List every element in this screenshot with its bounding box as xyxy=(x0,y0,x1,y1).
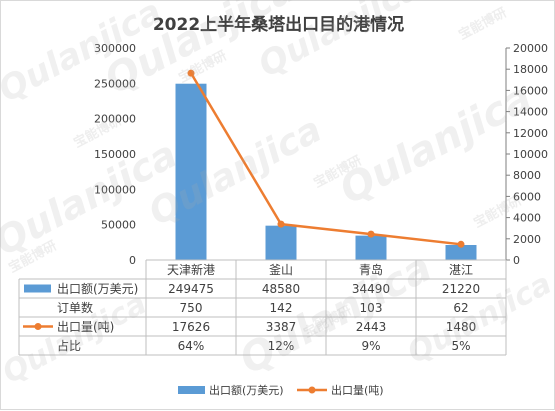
y-left-tick-label: 250000 xyxy=(94,77,136,90)
y-right-tick-label: 16000 xyxy=(513,84,548,97)
bar-export-value xyxy=(175,83,207,260)
category-label: 釜山 xyxy=(269,262,293,277)
y-left-tick-label: 200000 xyxy=(94,113,136,126)
table-row-label: 出口额(万美元) xyxy=(57,282,138,296)
y-left-tick-label: 0 xyxy=(129,254,136,267)
bar-export-value xyxy=(265,225,297,260)
y-right-tick-label: 12000 xyxy=(513,127,548,140)
line-point-export-volume xyxy=(457,240,465,248)
y-right-tick-label: 4000 xyxy=(513,212,541,225)
table-cell: 103 xyxy=(360,301,383,315)
table-row-label: 占比 xyxy=(57,338,81,353)
table-legend-line-dot xyxy=(34,323,42,330)
legend-label-export-volume: 出口量(吨) xyxy=(331,383,384,397)
category-label: 湛江 xyxy=(449,263,473,277)
y-right-tick-label: 20000 xyxy=(513,42,548,55)
y-right-tick-label: 2000 xyxy=(513,233,541,246)
table-row-label: 出口量(吨) xyxy=(57,320,114,334)
table-cell: 9% xyxy=(361,339,380,353)
y-right-tick-label: 14000 xyxy=(513,106,548,119)
table-cell: 1480 xyxy=(446,320,477,334)
y-left-tick-label: 150000 xyxy=(94,148,136,161)
legend-label-export-value: 出口额(万美元) xyxy=(209,383,284,397)
chart-title: 2022上半年桑塔出口目的港情况 xyxy=(152,15,405,35)
table-cell: 249475 xyxy=(168,282,214,296)
category-label: 青岛 xyxy=(359,262,383,277)
table-cell: 5% xyxy=(451,339,470,353)
y-left-tick-label: 300000 xyxy=(94,42,136,55)
category-label: 天津新港 xyxy=(167,262,215,277)
y-right-tick-label: 6000 xyxy=(513,190,541,203)
table-cell: 750 xyxy=(180,301,203,315)
bar-export-value xyxy=(445,245,477,260)
table-cell: 62 xyxy=(453,301,468,315)
table-cell: 142 xyxy=(270,301,293,315)
y-right-tick-label: 10000 xyxy=(513,148,548,161)
table-cell: 21220 xyxy=(442,282,480,296)
line-point-export-volume xyxy=(277,220,285,228)
line-export-volume xyxy=(189,72,462,246)
y-left-tick-label: 50000 xyxy=(101,219,136,232)
table-cell: 17626 xyxy=(172,320,210,334)
table-cell: 3387 xyxy=(266,320,297,334)
line-point-export-volume xyxy=(367,230,375,238)
bar-export-value xyxy=(355,235,387,260)
y-left-tick-label: 100000 xyxy=(94,183,136,196)
table-row-label: 订单数 xyxy=(57,300,93,315)
line-point-export-volume xyxy=(187,69,195,77)
y-right-tick-label: 18000 xyxy=(513,63,548,76)
legend-line-dot xyxy=(308,386,316,394)
table-cell: 48580 xyxy=(262,282,300,296)
table-cell: 2443 xyxy=(356,320,387,334)
table-cell: 64% xyxy=(178,339,205,353)
table-cell: 12% xyxy=(268,339,295,353)
table-cell: 34490 xyxy=(352,282,390,296)
y-right-tick-label: 8000 xyxy=(513,169,541,182)
table-legend-bar-marker xyxy=(24,284,51,293)
y-right-tick-label: 0 xyxy=(513,254,520,267)
legend-bar-marker xyxy=(178,386,205,394)
